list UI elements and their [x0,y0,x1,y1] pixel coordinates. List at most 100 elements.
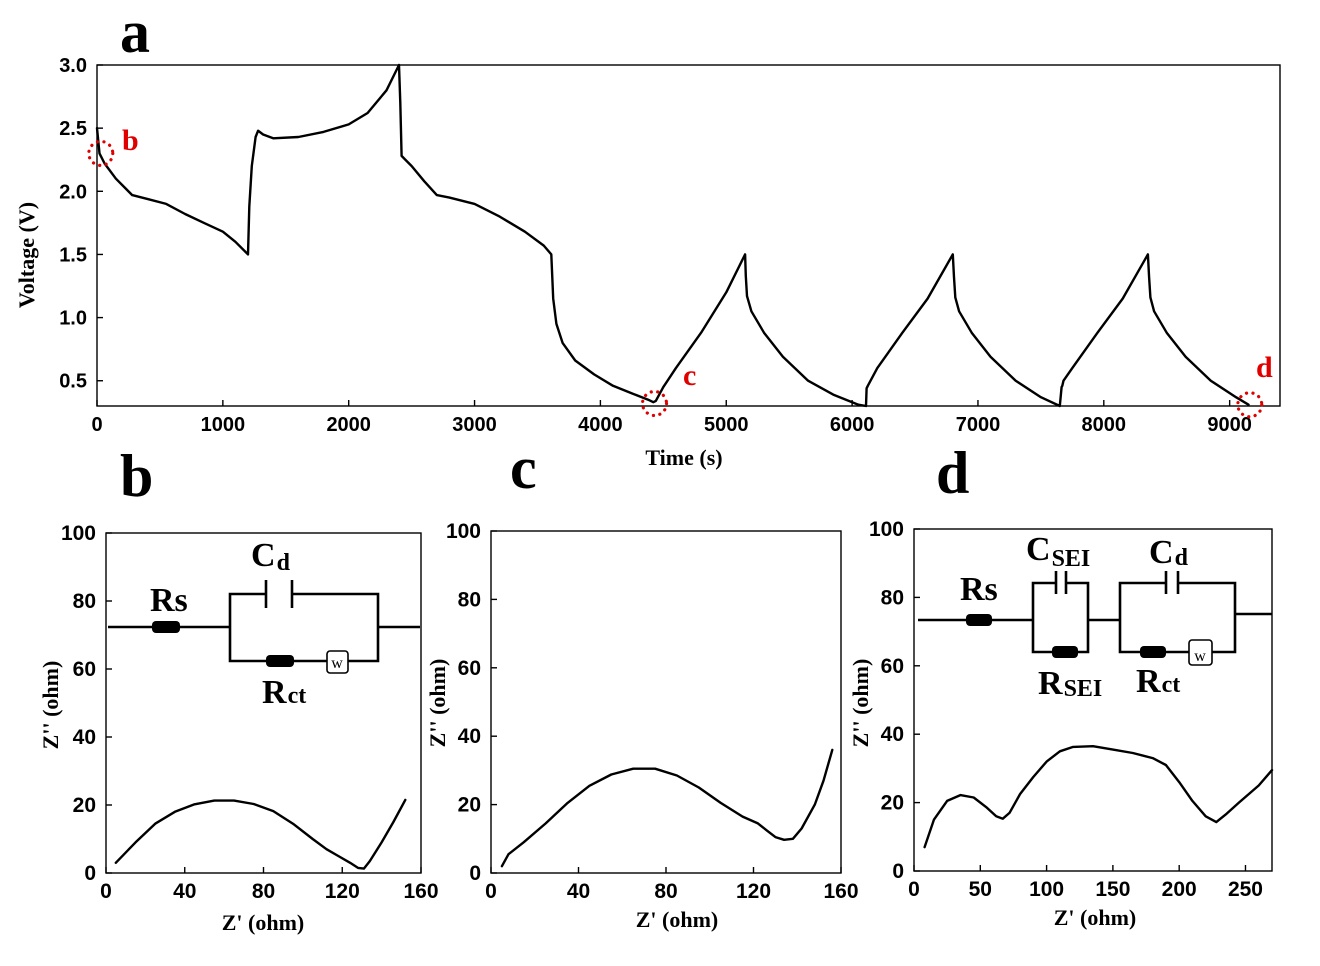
y-tick-label-c: 80 [458,588,481,611]
y-tick-label-d: 40 [881,723,904,746]
y-tick-label-b: 20 [73,794,96,817]
y-tick-label-c: 100 [446,520,481,543]
res-label-b-sub: ct [288,683,307,709]
cap-label-b-sub: d [277,550,291,576]
resistor-rs-b [152,621,180,633]
y-tick-label-b: 60 [73,658,96,681]
marker-circle-b [87,139,115,168]
cap-sei-label-main: C [1026,531,1051,568]
x-tick-label-b: 0 [100,880,112,903]
x-tick-label-a: 4000 [578,414,623,436]
res-label-b-main: R [262,674,287,711]
y-tick-label-d: 20 [881,792,904,815]
x-axis-label-c: Z' (ohm) [636,907,719,932]
x-tick-label-a: 1000 [201,414,246,436]
x-tick-label-a: 7000 [956,414,1001,436]
x-tick-label-a: 6000 [830,414,875,436]
cap-d-label-sub: d [1175,545,1189,571]
resistor-rct-d [1140,646,1166,658]
x-tick-label-d: 100 [1029,878,1064,901]
impedance-plot-b: 0 40 80 120 160 0 20 40 60 80 100 [61,522,439,903]
x-tick-label-d: 50 [969,878,992,901]
y-tick-label-c: 0 [469,862,481,885]
series-line-a [95,63,1250,408]
x-tick-label-a: 3000 [452,414,497,436]
y-tick-label-c: 60 [458,657,481,680]
y-tick-label-a: 1.5 [59,244,87,266]
x-axis-label-d: Z' (ohm) [1054,905,1137,930]
panel-letter-d: d [936,440,969,506]
marker-label-c: c [683,359,696,392]
y-tick-label-b: 40 [73,726,96,749]
y-axis-label-c: Z'' (ohm) [425,659,450,748]
y-axis-label-d: Z'' (ohm) [848,659,873,748]
cap-label-b-main: C [251,537,276,574]
x-axis-label-b: Z' (ohm) [222,910,305,935]
plot-frame-d [913,528,1273,872]
equivalent-circuit-b: w Rs Cd Rct [108,537,420,711]
resistor-rsei-d [1052,646,1078,658]
res-ct-label-sub: ct [1162,672,1181,698]
x-tick-label-b: 40 [173,880,196,903]
y-tick-label-a: 2.0 [59,181,87,203]
x-tick-label-a: 8000 [1082,414,1127,436]
x-tick-label-b: 80 [252,880,275,903]
x-tick-label-a: 5000 [704,414,749,436]
series-line-d [923,745,1274,849]
x-tick-label-d: 250 [1228,878,1263,901]
marker-label-d: d [1256,351,1273,384]
panel-letter-b: b [120,443,153,509]
rs-label-d: Rs [960,571,998,608]
marker-label-b: b [122,124,139,157]
cap-label-b: Cd [251,537,291,576]
y-tick-label-d: 80 [881,586,904,609]
x-tick-label-c: 40 [567,880,590,903]
y-tick-label-b: 80 [73,590,96,613]
y-tick-label-c: 40 [458,725,481,748]
panel-letter-c: c [510,435,537,501]
series-line-b [114,798,407,870]
res-ct-label-main: R [1136,663,1161,700]
x-axis-label-a: Time (s) [645,445,722,470]
warburg-label-d: w [1194,648,1206,665]
cap-d-label-d: Cd [1149,534,1189,571]
resistor-rct-b [266,655,294,667]
impedance-plot-d: 0 50 100 150 200 250 0 20 40 60 80 100 [869,518,1274,901]
plot-frame-c [490,530,842,874]
y-tick-label-b: 100 [61,522,96,545]
x-tick-label-d: 200 [1162,878,1197,901]
res-sei-label-main: R [1038,665,1063,702]
circuit-wires-b [108,592,420,663]
res-sei-label-d: RSEI [1038,665,1102,702]
y-tick-label-d: 60 [881,655,904,678]
warburg-element-d [1188,639,1213,666]
plot-frame-a [96,64,1281,407]
x-tick-label-c: 160 [823,880,858,903]
cap-d-label-main: C [1149,534,1174,571]
y-axis-label-b: Z'' (ohm) [38,661,63,750]
warburg-element-b [326,650,349,674]
res-label-b: Rct [262,674,306,711]
x-tick-label-c: 0 [485,880,497,903]
cap-sei-label-d: CSEI [1026,531,1090,572]
x-tick-label-c: 120 [736,880,771,903]
marker-circle-c [640,389,669,418]
res-sei-label-sub: SEI [1064,676,1103,702]
x-tick-label-d: 150 [1095,878,1130,901]
y-tick-label-b: 0 [84,862,96,885]
resistor-rs-d [966,614,992,626]
x-tick-label-a: 2000 [326,414,371,436]
y-tick-label-d: 100 [869,518,904,541]
x-tick-label-b: 160 [403,880,438,903]
x-tick-label-a: 9000 [1207,414,1252,436]
y-tick-label-a: 3.0 [59,55,87,77]
impedance-plot-c: 0 40 80 120 160 0 20 40 60 80 100 [446,520,859,903]
x-tick-label-b: 120 [325,880,360,903]
equivalent-circuit-d: w Rs CSEI RSEI Cd Rct [918,531,1272,702]
y-tick-label-a: 0.5 [59,371,87,393]
y-tick-label-a: 1.0 [59,308,87,330]
rs-label-b: Rs [150,582,188,619]
warburg-label-b: w [331,655,343,672]
panel-letter-a: a [120,0,150,65]
y-tick-label-a: 2.5 [59,118,87,140]
